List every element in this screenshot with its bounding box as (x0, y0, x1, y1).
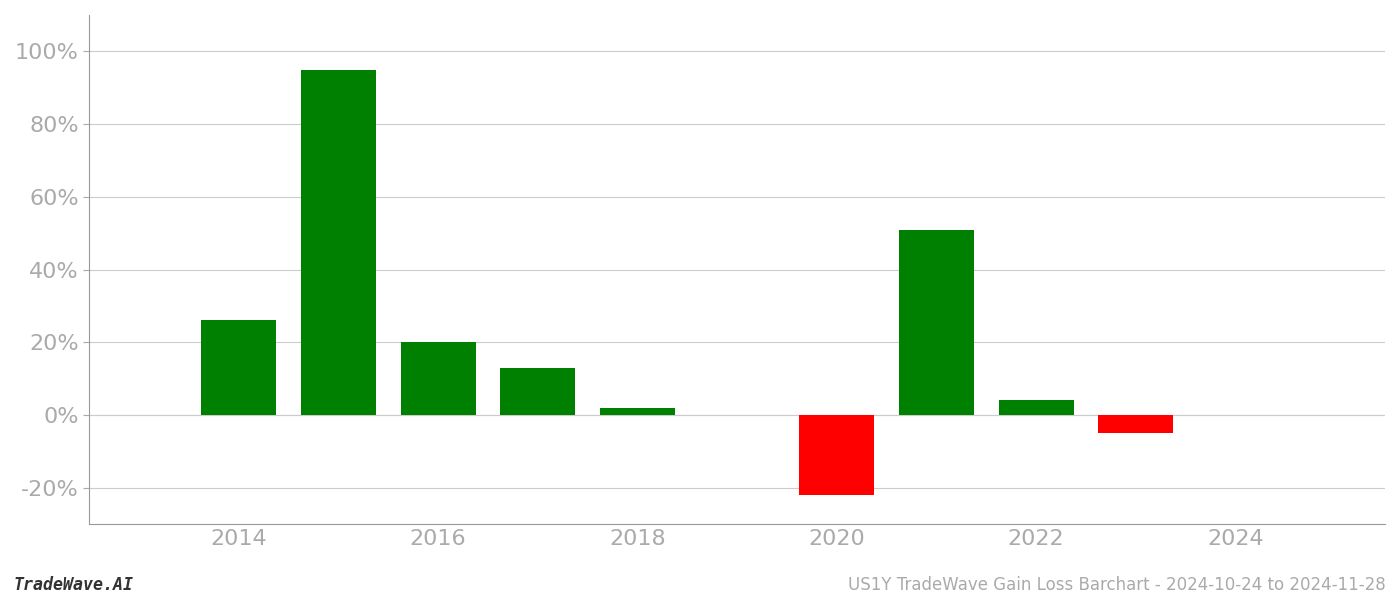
Bar (601, 408, 675, 415)
Text: TradeWave.AI: TradeWave.AI (14, 576, 134, 594)
Bar (301, 70, 375, 415)
Bar (899, 230, 974, 415)
Bar (500, 368, 575, 415)
Bar (799, 415, 874, 495)
Bar (998, 400, 1074, 415)
Text: US1Y TradeWave Gain Loss Barchart - 2024-10-24 to 2024-11-28: US1Y TradeWave Gain Loss Barchart - 2024… (848, 576, 1386, 594)
Bar (202, 320, 276, 415)
Bar (1099, 415, 1173, 433)
Bar (400, 343, 476, 415)
